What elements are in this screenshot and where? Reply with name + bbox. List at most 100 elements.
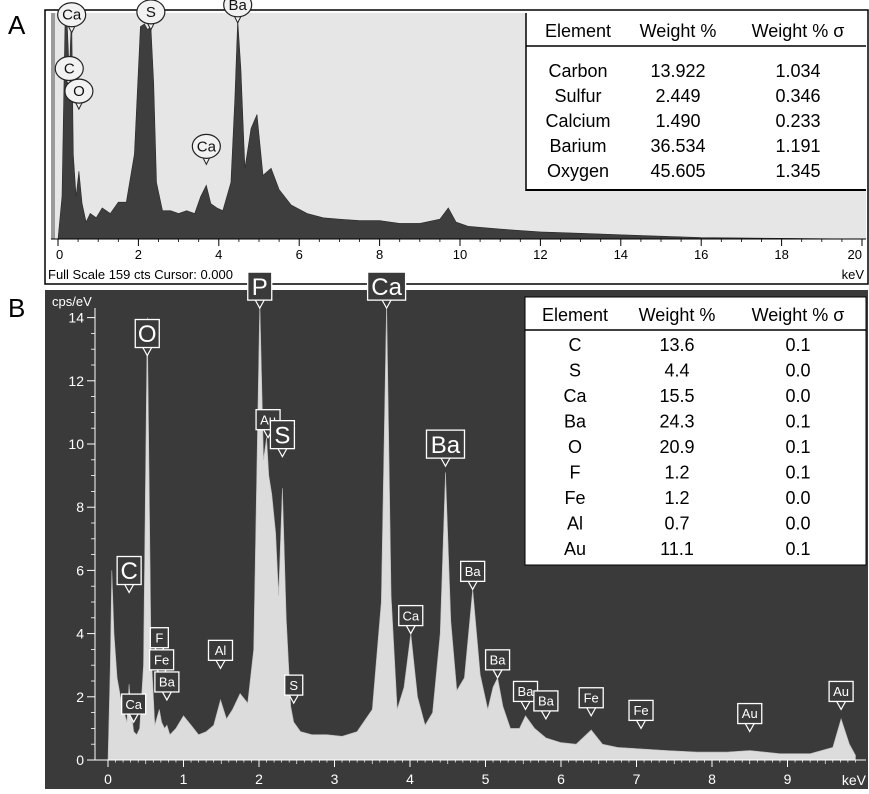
- peak-callout-text: Ba: [465, 564, 482, 579]
- peak-callout-bubble: [57, 2, 87, 28]
- panel-a-x-tick-label: 16: [694, 247, 708, 262]
- panel-a-peak-label: Ba: [223, 0, 253, 24]
- panel-b-x-tick-label: 6: [557, 771, 565, 787]
- panel-b-table-cell: 0.1: [785, 463, 810, 483]
- panel-a-table-cell: 0.346: [775, 86, 820, 106]
- panel-b-x-tick-label: 9: [784, 771, 792, 787]
- panel-b-peak-label: Ba: [533, 690, 559, 721]
- panel-a-table-cell: 1.345: [775, 161, 820, 181]
- panel-b-table-cell: 0.1: [785, 437, 810, 457]
- peak-callout-text: Ca: [371, 274, 402, 301]
- panel-b-table-cell: 13.6: [659, 335, 694, 355]
- panel-b-y-tick-label: 10: [68, 436, 84, 452]
- panel-b-table-cell: 0.0: [785, 514, 810, 534]
- panel-b-table-cell: 0.1: [785, 412, 810, 432]
- panel-a-table: Element Weight % Weight % σ Carbon 13.922 1.0…: [525, 13, 866, 191]
- panel-a-table-cell: Sulfur: [554, 86, 601, 106]
- peak-callout-box: [116, 555, 142, 586]
- panel-b-table-cell: Ca: [563, 386, 587, 406]
- panel-b-table-header: Element: [542, 305, 608, 325]
- panel-a-peak-label: Ca: [191, 133, 221, 166]
- panel-a-table-cell: Oxygen: [547, 161, 609, 181]
- panel-a-unit-label: keV: [842, 267, 865, 282]
- peak-callout-box: [284, 674, 304, 696]
- panel-b-label: B: [8, 293, 25, 323]
- panel-b-table-header: Weight %: [639, 305, 716, 325]
- peak-callout-text: Ba: [518, 684, 535, 699]
- panel-b-x-tick-label: 0: [104, 771, 112, 787]
- panel-a-x-tick-label: 2: [135, 247, 142, 262]
- panel-b-peak-label: Au: [828, 680, 854, 711]
- panel-a-table-cell: 1.034: [775, 61, 820, 81]
- peak-callout-text: Ca: [62, 7, 82, 24]
- panel-b-y-unit-label: cps/eV: [52, 294, 92, 309]
- panel-b-y-tick-label: 8: [76, 499, 84, 515]
- panel-b-table-cell: 0.7: [664, 514, 689, 534]
- peak-callout-text: Au: [742, 706, 758, 721]
- panel-b-y-tick-label: 12: [68, 373, 84, 389]
- panel-b-y-tick-label: 4: [76, 626, 84, 642]
- peak-callout-box: [533, 690, 559, 712]
- panel-b-y-tick-label: 14: [68, 310, 84, 326]
- panel-b-x-tick-label: 1: [180, 771, 188, 787]
- panel-b-peak-label: Fe: [628, 699, 654, 730]
- panel-b-peak-label: Ba: [154, 671, 180, 702]
- panel-b-y-tick-label: 0: [76, 752, 84, 768]
- panel-b-table-cell: 11.1: [660, 539, 694, 559]
- panel-b-x-tick-label: 4: [406, 771, 414, 787]
- panel-b-peak-label: C: [116, 555, 142, 594]
- panel-a-peak-label: Ca: [57, 2, 87, 34]
- peak-callout-box: [425, 429, 466, 459]
- peak-callout-text: Fe: [584, 690, 599, 705]
- panel-b-peak-label: Ba: [460, 560, 486, 591]
- panel-b-x-tick-label: 7: [633, 771, 641, 787]
- panel-a-table-cell: 0.233: [775, 111, 820, 131]
- panel-b-table-cell: 24.3: [659, 412, 694, 432]
- peak-callout-text: Ba: [229, 0, 248, 14]
- panel-a-x-tick-label: 12: [533, 247, 547, 262]
- peak-callout-text: Ca: [125, 697, 142, 712]
- peak-callout-text: Al: [215, 643, 227, 658]
- peak-callout-box: [134, 318, 160, 349]
- panel-b-table-cell: 1.2: [664, 488, 689, 508]
- peak-callout-text: C: [64, 61, 75, 78]
- panel-a-x-tick-label: 14: [614, 247, 628, 262]
- panel-b-table-cell: Ba: [564, 412, 587, 432]
- peak-callout-bubble: [64, 78, 94, 104]
- panel-a-table-cell: Barium: [549, 136, 606, 156]
- panel-b-table-cell: O: [568, 437, 582, 457]
- panel-b-table-cell: F: [570, 463, 581, 483]
- panel-a-status-text: Full Scale 159 cts Cursor: 0.000: [48, 267, 233, 282]
- panel-b-peak-label: O: [134, 318, 160, 357]
- peak-callout-bubble: [136, 0, 166, 25]
- peak-callout-text: C: [120, 558, 137, 585]
- panel-b-table: Element Weight % Weight % σ C 13.6 0.1 S 4.4 0.0…: [524, 296, 867, 566]
- peak-callout-box: [148, 649, 175, 671]
- panel-a-table-cell: 1.191: [775, 136, 820, 156]
- peak-callout-text: Fe: [633, 703, 648, 718]
- panel-b-x-tick-label: 5: [482, 771, 490, 787]
- panel-a-x-tick-label: 10: [453, 247, 467, 262]
- peak-callout-text: Ba: [159, 675, 176, 690]
- panel-b-table-cell: 0.0: [785, 361, 810, 381]
- panel-b-table-cell: 20.9: [659, 437, 694, 457]
- panel-a-x-tick-label: 8: [376, 247, 383, 262]
- peak-callout-box: [828, 680, 854, 703]
- peak-callout-text: Au: [833, 684, 849, 699]
- peak-callout-text: S: [146, 4, 156, 21]
- peak-callout-box: [366, 271, 407, 301]
- panel-a-table-cell: 13.922: [650, 61, 705, 81]
- panel-a-peak-labels: Ca CO S Ba Ca: [54, 0, 253, 166]
- peak-callout-box: [121, 693, 147, 715]
- panel-a-table-header: Element: [545, 21, 611, 41]
- peak-callout-text: Ca: [197, 138, 217, 155]
- peak-callout-text: O: [73, 83, 85, 100]
- panel-a-table-header: Weight % σ: [752, 21, 845, 41]
- panel-a-peak-label: S: [136, 0, 166, 32]
- peak-callout-box: [460, 560, 486, 583]
- peak-callout-box: [149, 627, 169, 649]
- panel-a-table-header: Weight %: [640, 21, 717, 41]
- peak-callout-box: [269, 419, 296, 450]
